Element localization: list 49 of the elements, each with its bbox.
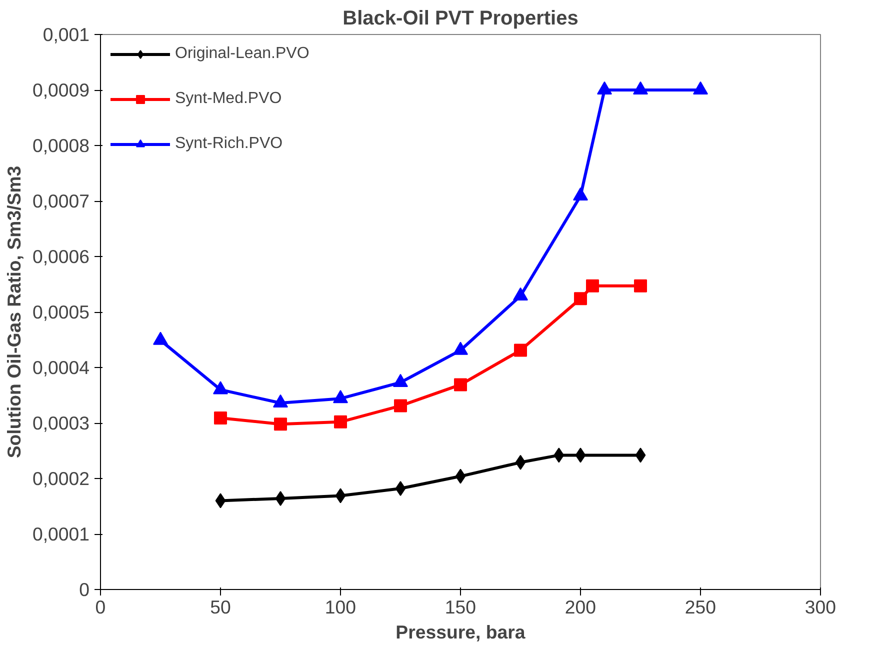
point (335, 488, 346, 504)
y-tick-label: 0,0002 (32, 468, 90, 489)
point (153, 332, 168, 345)
chart-title: Black-Oil PVT Properties (342, 8, 578, 30)
point (455, 468, 466, 484)
x-tick-label: 50 (210, 596, 231, 618)
point (554, 448, 564, 463)
point (573, 187, 588, 201)
x-tick-label: 200 (564, 596, 596, 618)
point (634, 279, 647, 292)
point (515, 454, 526, 470)
y-tick-label: 0,0007 (32, 190, 90, 212)
y-tick-label: 0,0006 (32, 246, 90, 267)
point (514, 344, 527, 357)
x-tick-label: 300 (804, 596, 836, 618)
point (597, 81, 612, 95)
x-tick-label: 250 (684, 596, 716, 618)
x-axis-title: Pressure, bara (396, 622, 526, 642)
legend-label: Synt-Med.PVO (175, 90, 282, 108)
point (453, 342, 468, 355)
point (394, 399, 407, 412)
point (334, 415, 347, 428)
point (586, 279, 599, 292)
point (693, 81, 708, 95)
legend-label: Original-Lean.PVO (175, 45, 310, 63)
point (633, 81, 648, 95)
y-tick-label: 0 (79, 579, 90, 600)
point (275, 490, 286, 506)
point (454, 378, 467, 392)
point (513, 287, 528, 300)
y-tick-label: 0,0001 (32, 524, 90, 544)
y-tick-label: 0,001 (42, 24, 90, 45)
y-axis-title: Solution Oil-Gas Ratio, Sm3/Sm3 (3, 166, 24, 458)
point (214, 412, 227, 425)
point (215, 493, 226, 508)
y-tick-label: 0,0004 (32, 357, 90, 378)
point (574, 292, 587, 306)
point (575, 448, 586, 463)
x-tick-label: 150 (444, 596, 476, 618)
legend-label: Synt-Rich.PVO (175, 135, 283, 153)
point (395, 480, 406, 496)
y-tick-label: 0,0008 (32, 135, 90, 156)
y-tick-label: 0,0003 (32, 412, 90, 434)
point (635, 448, 646, 463)
point (274, 418, 287, 431)
y-tick-label: 0,0009 (32, 80, 90, 100)
y-tick-label: 0,0005 (32, 302, 90, 322)
x-tick-label: 0 (95, 596, 106, 618)
x-tick-label: 100 (324, 596, 356, 618)
